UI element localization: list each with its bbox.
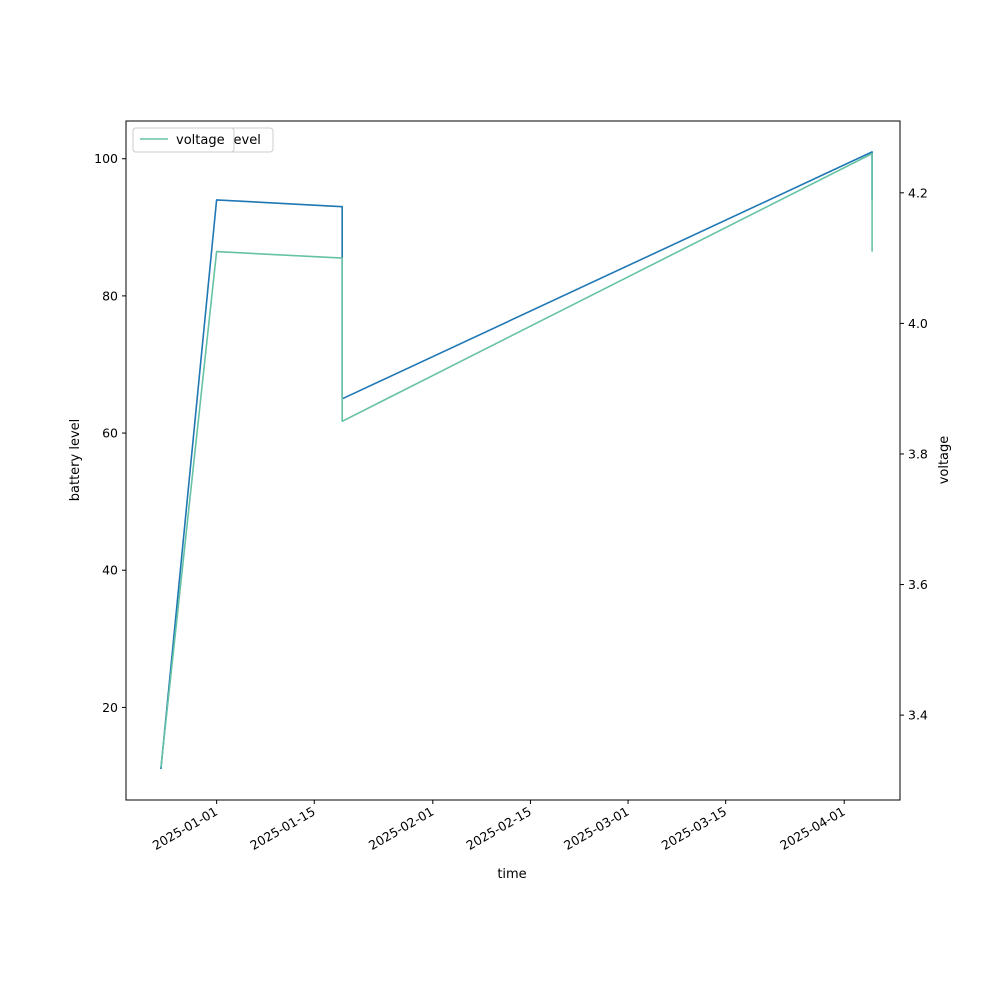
y-right-tick-label: 3.8	[908, 446, 928, 461]
y-right-tick-label: 3.4	[908, 708, 928, 723]
x-tick-label: 2025-01-01	[150, 804, 220, 853]
legend-voltage: voltage	[132, 127, 235, 153]
legend-label-voltage: voltage	[176, 133, 225, 148]
y-right-tick-label: 4.2	[908, 185, 928, 200]
y-axis-left: 20 40 60 80 100	[94, 151, 126, 715]
y-right-tick-label: 3.6	[908, 577, 928, 592]
y-left-tick-label: 100	[94, 151, 118, 166]
x-tick-label: 2025-04-01	[777, 804, 847, 853]
x-tick-label: 2025-03-15	[659, 804, 729, 853]
y-right-tick-label: 4.0	[908, 316, 928, 331]
y-axis-right-label: voltage	[937, 436, 952, 485]
y-left-tick-label: 20	[102, 700, 118, 715]
y-left-tick-label: 60	[102, 426, 118, 441]
y-axis-left-label: battery level	[68, 419, 83, 502]
x-tick-label: 2025-03-01	[561, 804, 631, 853]
y-left-tick-label: 40	[102, 563, 118, 578]
plot-frame	[125, 120, 901, 801]
y-left-tick-label: 80	[102, 288, 118, 303]
x-tick-label: 2025-01-15	[247, 804, 317, 853]
series-line-voltage	[160, 152, 873, 768]
x-axis-label: time	[497, 867, 526, 882]
series-lines	[160, 151, 873, 770]
y-axis-right: 3.4 3.6 3.8 4.0 4.2	[900, 185, 928, 723]
x-axis: 2025-01-01 2025-01-15 2025-02-01 2025-02-15…	[150, 800, 848, 853]
x-tick-label: 2025-02-15	[464, 804, 534, 853]
x-tick-label: 2025-02-01	[366, 804, 436, 853]
plot-area	[126, 121, 900, 800]
